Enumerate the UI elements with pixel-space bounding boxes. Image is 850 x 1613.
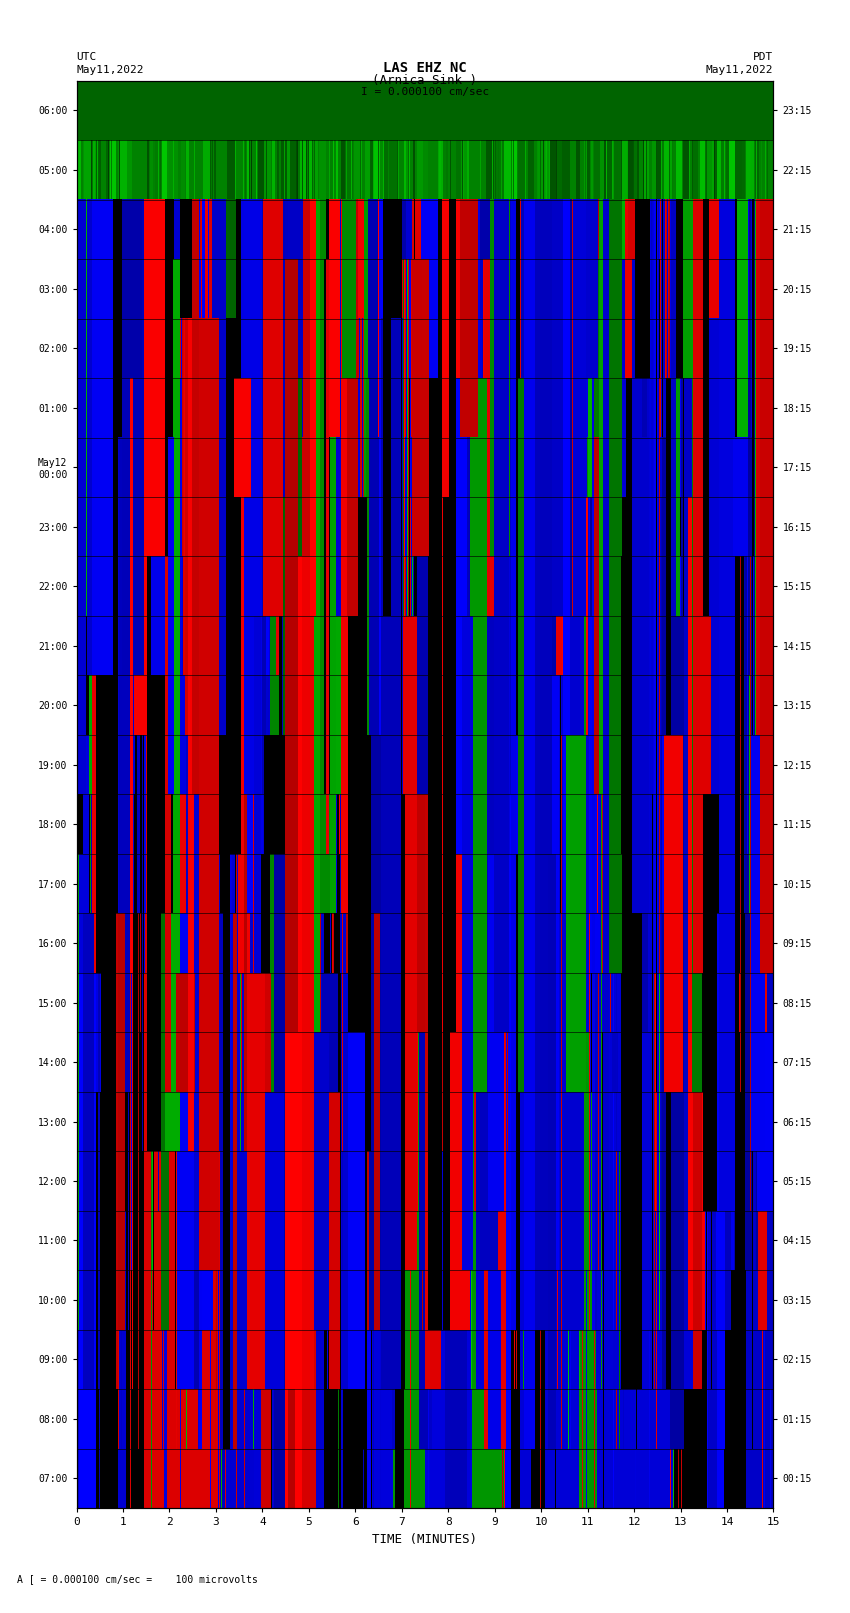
X-axis label: TIME (MINUTES): TIME (MINUTES) (372, 1532, 478, 1545)
Text: UTC: UTC (76, 52, 97, 61)
Text: May11,2022: May11,2022 (76, 65, 144, 74)
Text: PDT: PDT (753, 52, 774, 61)
Text: I = 0.000100 cm/sec: I = 0.000100 cm/sec (361, 87, 489, 97)
Text: A [ = 0.000100 cm/sec =    100 microvolts: A [ = 0.000100 cm/sec = 100 microvolts (17, 1574, 258, 1584)
Text: May11,2022: May11,2022 (706, 65, 774, 74)
Text: LAS EHZ NC: LAS EHZ NC (383, 61, 467, 76)
Text: (Arnica Sink ): (Arnica Sink ) (372, 74, 478, 87)
